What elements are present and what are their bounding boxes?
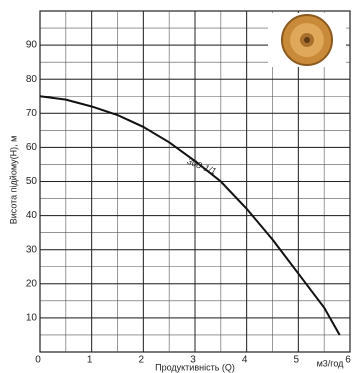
x-unit: м3/год xyxy=(317,358,345,368)
x-tick-label: 0 xyxy=(35,355,41,366)
curve xyxy=(39,95,341,336)
x-tick-label: 6 xyxy=(345,355,351,366)
x-axis-title: Продуктивність (Q) xyxy=(155,362,235,372)
y-tick-label: 90 xyxy=(26,40,38,51)
y-axis-title: Висота підйому(H), м xyxy=(8,136,18,225)
y-tick-label: 40 xyxy=(26,210,38,221)
y-tick-label: 70 xyxy=(26,108,38,119)
y-tick-label: 20 xyxy=(26,278,38,289)
x-tick-label: 5 xyxy=(294,355,300,366)
impeller-hole xyxy=(304,37,310,43)
y-tick-label: 10 xyxy=(26,313,38,324)
x-tick-label: 4 xyxy=(242,355,248,366)
y-tick-label: 30 xyxy=(26,244,38,255)
y-tick-label: 80 xyxy=(26,74,38,85)
y-tick-label: 60 xyxy=(26,142,38,153)
y-tick-label: 50 xyxy=(26,176,38,187)
x-tick-label: 2 xyxy=(139,355,145,366)
x-tick-label: 1 xyxy=(87,355,93,366)
impeller-image xyxy=(268,13,346,67)
x-tick-label: 3 xyxy=(190,355,196,366)
